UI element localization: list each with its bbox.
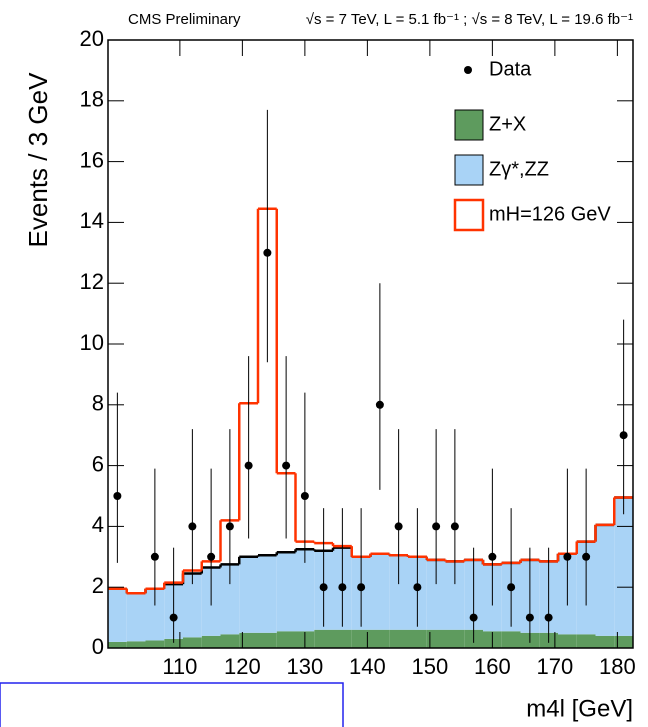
legend-swatch xyxy=(453,198,485,232)
data-point xyxy=(488,552,497,561)
stack-bar xyxy=(351,629,371,648)
stack-bar xyxy=(370,553,390,630)
y-tick-label: 2 xyxy=(92,573,104,598)
y-tick-label: 16 xyxy=(80,147,104,172)
x-tick-label: 130 xyxy=(287,654,324,679)
stack-bar xyxy=(126,641,146,648)
x-tick-label: 150 xyxy=(412,654,449,679)
data-point xyxy=(150,552,159,561)
data-point xyxy=(375,400,384,409)
data-point xyxy=(563,552,572,561)
stack-bar xyxy=(389,629,408,648)
legend-label: Z+X xyxy=(489,113,526,135)
stack-bar xyxy=(145,588,165,641)
data-point xyxy=(619,431,628,440)
data-point xyxy=(469,613,478,622)
y-tick-label: 8 xyxy=(92,391,104,416)
x-tick-label: 180 xyxy=(599,654,636,679)
stack-bar xyxy=(295,549,315,632)
y-tick-label: 18 xyxy=(80,87,104,112)
data-point xyxy=(413,583,422,592)
annotation-box xyxy=(0,682,344,727)
stack-bar xyxy=(333,629,352,648)
data-point xyxy=(450,522,459,531)
legend-marker xyxy=(464,66,472,74)
stack-bar xyxy=(239,632,258,648)
stack-bar xyxy=(183,573,202,638)
data-point xyxy=(113,492,122,500)
data-point xyxy=(169,613,178,622)
data-point xyxy=(319,583,328,592)
y-tick-label: 20 xyxy=(80,26,104,51)
stack-bar xyxy=(164,638,183,648)
stack-bar xyxy=(576,634,596,648)
stack-bar xyxy=(220,634,240,648)
y-axis-label: Events / 3 GeV xyxy=(23,72,53,248)
y-tick-label: 12 xyxy=(80,269,104,294)
stack-bar xyxy=(408,629,427,648)
data-point xyxy=(207,552,216,561)
stack-bar xyxy=(389,555,408,630)
stack-bar xyxy=(183,637,202,648)
stack-bar xyxy=(558,634,577,648)
stack-bar xyxy=(614,497,633,636)
y-tick-label: 10 xyxy=(80,330,104,355)
legend-label: Zγ*,ZZ xyxy=(489,158,549,180)
stack-bar xyxy=(239,556,258,633)
data-point xyxy=(544,613,553,622)
x-tick-label: 170 xyxy=(537,654,574,679)
y-tick-label: 4 xyxy=(92,512,104,537)
x-tick-label: 110 xyxy=(162,654,197,679)
stack-bar xyxy=(145,640,165,648)
stack-bar xyxy=(614,635,633,648)
stack-bar xyxy=(276,552,296,632)
stack-bar xyxy=(501,631,521,648)
stack-bar xyxy=(258,555,277,633)
stack-bar xyxy=(595,635,615,648)
data-point xyxy=(507,583,516,592)
x-axis-label: m4l [GeV] xyxy=(526,695,633,722)
stack-bar xyxy=(426,629,446,648)
data-point xyxy=(394,522,403,531)
stack-bar xyxy=(314,629,333,648)
data-point xyxy=(432,522,441,531)
stack-bar xyxy=(370,629,390,648)
x-tick-label: 120 xyxy=(224,654,261,679)
legend-label: Data xyxy=(489,58,532,80)
stack-bar xyxy=(276,631,296,648)
data-point xyxy=(225,522,234,531)
data-point xyxy=(338,583,347,592)
data-point xyxy=(282,461,291,470)
stack-bar xyxy=(220,564,240,635)
y-tick-label: 14 xyxy=(80,208,104,233)
legend-swatch xyxy=(454,154,484,186)
data-point xyxy=(357,583,366,592)
stack-bar xyxy=(426,559,446,630)
data-point xyxy=(582,552,591,561)
stack-bar xyxy=(445,561,465,630)
stack-bar xyxy=(126,593,146,642)
legend-swatch xyxy=(454,109,484,141)
data-point xyxy=(188,522,197,531)
stack-bar xyxy=(445,629,465,648)
y-tick-label: 0 xyxy=(92,634,104,659)
y-tick-label: 6 xyxy=(92,451,104,476)
x-tick-label: 160 xyxy=(474,654,511,679)
x-tick-label: 140 xyxy=(349,654,386,679)
data-point xyxy=(263,248,272,257)
data-point xyxy=(525,613,534,622)
data-point xyxy=(244,461,253,470)
stack-bar xyxy=(595,524,615,636)
stack-bar xyxy=(201,635,221,648)
stack-bar xyxy=(258,632,277,648)
stack-bar xyxy=(108,641,127,648)
chart-title: CMS Preliminary xyxy=(128,11,241,28)
chart-subtitle: √s = 7 TeV, L = 5.1 fb⁻¹ ; √s = 8 TeV, L… xyxy=(306,11,633,28)
stack-bar xyxy=(108,588,127,642)
legend-label: mH=126 GeV xyxy=(489,203,611,225)
data-point xyxy=(300,492,309,500)
